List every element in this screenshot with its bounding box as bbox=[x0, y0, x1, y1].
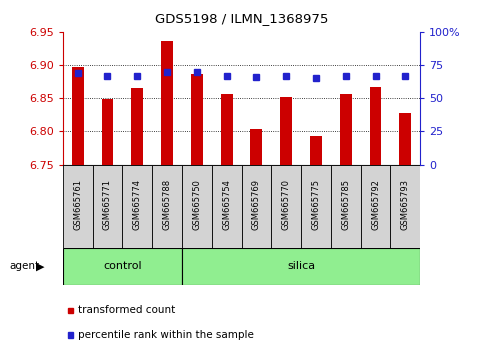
Text: GSM665793: GSM665793 bbox=[401, 179, 410, 230]
FancyBboxPatch shape bbox=[152, 165, 182, 248]
Text: agent: agent bbox=[10, 261, 40, 272]
Bar bbox=[340, 94, 352, 165]
Text: GSM665761: GSM665761 bbox=[73, 179, 82, 230]
FancyBboxPatch shape bbox=[212, 165, 242, 248]
FancyBboxPatch shape bbox=[390, 165, 420, 248]
Text: GSM665792: GSM665792 bbox=[371, 179, 380, 230]
FancyBboxPatch shape bbox=[93, 165, 122, 248]
Bar bbox=[399, 113, 412, 165]
FancyBboxPatch shape bbox=[242, 165, 271, 248]
Text: GSM665750: GSM665750 bbox=[192, 179, 201, 230]
Bar bbox=[131, 88, 143, 165]
Bar bbox=[251, 130, 262, 165]
FancyBboxPatch shape bbox=[331, 165, 361, 248]
Text: GSM665769: GSM665769 bbox=[252, 179, 261, 230]
FancyBboxPatch shape bbox=[182, 165, 212, 248]
Text: silica: silica bbox=[287, 261, 315, 272]
Text: transformed count: transformed count bbox=[78, 306, 175, 315]
Text: GSM665774: GSM665774 bbox=[133, 179, 142, 230]
Text: percentile rank within the sample: percentile rank within the sample bbox=[78, 330, 254, 340]
Text: GSM665771: GSM665771 bbox=[103, 179, 112, 230]
Bar bbox=[280, 97, 292, 165]
Bar bbox=[101, 99, 114, 165]
Text: GSM665785: GSM665785 bbox=[341, 179, 350, 230]
FancyBboxPatch shape bbox=[63, 165, 93, 248]
Text: control: control bbox=[103, 261, 142, 272]
Bar bbox=[191, 74, 203, 165]
Bar bbox=[72, 67, 84, 165]
FancyBboxPatch shape bbox=[122, 165, 152, 248]
Bar bbox=[221, 94, 233, 165]
Text: GSM665770: GSM665770 bbox=[282, 179, 291, 230]
FancyBboxPatch shape bbox=[271, 165, 301, 248]
FancyBboxPatch shape bbox=[361, 165, 390, 248]
Text: ▶: ▶ bbox=[36, 261, 45, 272]
Text: GSM665788: GSM665788 bbox=[163, 179, 171, 230]
Bar bbox=[161, 41, 173, 165]
Bar bbox=[369, 87, 382, 165]
Text: GSM665754: GSM665754 bbox=[222, 179, 231, 230]
Text: GDS5198 / ILMN_1368975: GDS5198 / ILMN_1368975 bbox=[155, 12, 328, 25]
FancyBboxPatch shape bbox=[301, 165, 331, 248]
FancyBboxPatch shape bbox=[182, 248, 420, 285]
FancyBboxPatch shape bbox=[63, 248, 182, 285]
Bar bbox=[310, 136, 322, 165]
Text: GSM665775: GSM665775 bbox=[312, 179, 320, 230]
